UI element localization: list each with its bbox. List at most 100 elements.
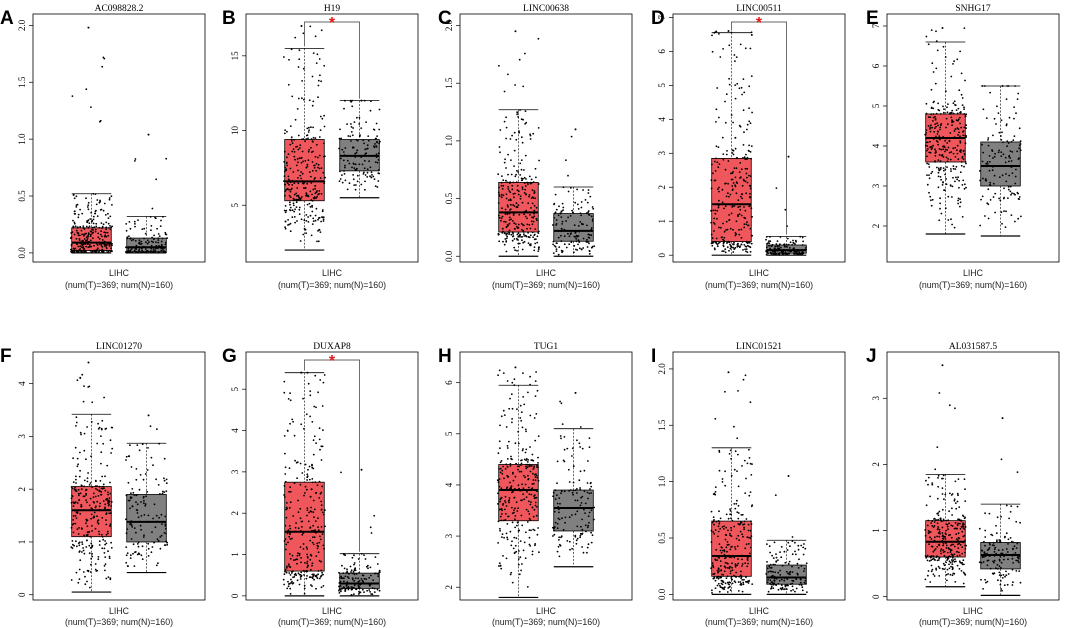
data-point: [533, 508, 536, 511]
data-point: [103, 57, 106, 60]
data-point: [291, 187, 293, 190]
data-point: [990, 533, 992, 536]
data-point: [75, 229, 78, 232]
data-point: [289, 557, 292, 560]
data-point: [559, 502, 561, 505]
data-point: [532, 479, 535, 481]
data-point: [359, 591, 362, 594]
data-point: [727, 192, 729, 195]
data-point: [515, 181, 518, 184]
data-point: [801, 589, 804, 592]
data-point: [954, 155, 957, 158]
data-point: [87, 226, 90, 229]
data-point: [99, 199, 101, 202]
data-point: [341, 564, 343, 567]
data-point: [140, 247, 143, 250]
data-point: [740, 168, 743, 171]
data-point: [982, 561, 985, 563]
data-point: [127, 246, 130, 248]
data-point: [348, 182, 351, 185]
data-point: [303, 492, 306, 494]
data-point: [554, 246, 557, 248]
data-point: [512, 212, 515, 215]
data-point: [129, 444, 131, 447]
data-point: [724, 205, 727, 208]
data-point: [76, 227, 79, 229]
data-point: [567, 232, 569, 235]
data-point: [306, 566, 309, 569]
data-point: [733, 525, 736, 528]
data-point: [713, 223, 716, 225]
data-point: [132, 238, 135, 241]
data-point: [749, 546, 752, 549]
data-point: [769, 579, 772, 582]
data-point: [978, 527, 981, 530]
data-point: [510, 571, 513, 574]
data-point: [751, 216, 753, 218]
data-point: [157, 562, 159, 565]
data-point: [82, 509, 85, 511]
data-point: [319, 231, 322, 234]
data-point: [932, 573, 935, 576]
data-point: [568, 481, 571, 483]
data-point: [522, 372, 524, 374]
data-point: [766, 561, 768, 563]
data-point: [297, 134, 300, 137]
data-point: [96, 485, 98, 487]
data-point: [785, 588, 788, 590]
data-point: [78, 544, 81, 547]
data-point: [291, 216, 294, 219]
data-point: [350, 586, 353, 588]
data-point: [94, 479, 97, 482]
data-point: [1010, 505, 1013, 507]
data-point: [933, 539, 936, 542]
data-point: [147, 447, 149, 449]
data-point: [284, 184, 286, 186]
data-point: [716, 559, 719, 561]
data-point: [583, 469, 586, 472]
data-point: [964, 548, 967, 550]
data-point: [588, 252, 591, 255]
data-point: [736, 564, 739, 567]
data-point: [712, 209, 715, 212]
data-point: [1016, 98, 1019, 100]
data-point: [535, 176, 537, 179]
data-point: [962, 131, 964, 133]
data-point: [999, 541, 1002, 544]
data-point: [503, 90, 506, 93]
data-point: [527, 181, 529, 184]
data-point: [573, 230, 576, 232]
data-point: [306, 575, 308, 577]
data-point: [315, 555, 318, 557]
data-point: [535, 217, 538, 220]
data-point: [733, 425, 735, 428]
data-point: [570, 135, 573, 138]
data-point: [715, 520, 718, 523]
data-point: [775, 578, 778, 580]
data-point: [775, 560, 778, 562]
data-point: [950, 524, 953, 527]
data-point: [89, 244, 91, 246]
data-point: [105, 235, 108, 238]
data-point: [994, 152, 996, 155]
data-point: [765, 250, 768, 253]
data-point: [516, 233, 519, 236]
data-point: [499, 529, 501, 532]
data-point: [930, 559, 932, 562]
data-point: [554, 521, 557, 524]
data-point: [960, 72, 963, 75]
data-point: [522, 211, 524, 214]
gene-title: H19: [324, 4, 341, 14]
data-point: [307, 137, 309, 140]
data-point: [87, 242, 89, 245]
data-point: [287, 178, 290, 181]
data-point: [959, 140, 962, 143]
data-point: [769, 551, 771, 554]
data-point: [743, 520, 746, 523]
data-point: [350, 101, 352, 103]
data-point: [577, 208, 580, 210]
data-point: [378, 142, 381, 145]
data-point: [509, 463, 512, 465]
